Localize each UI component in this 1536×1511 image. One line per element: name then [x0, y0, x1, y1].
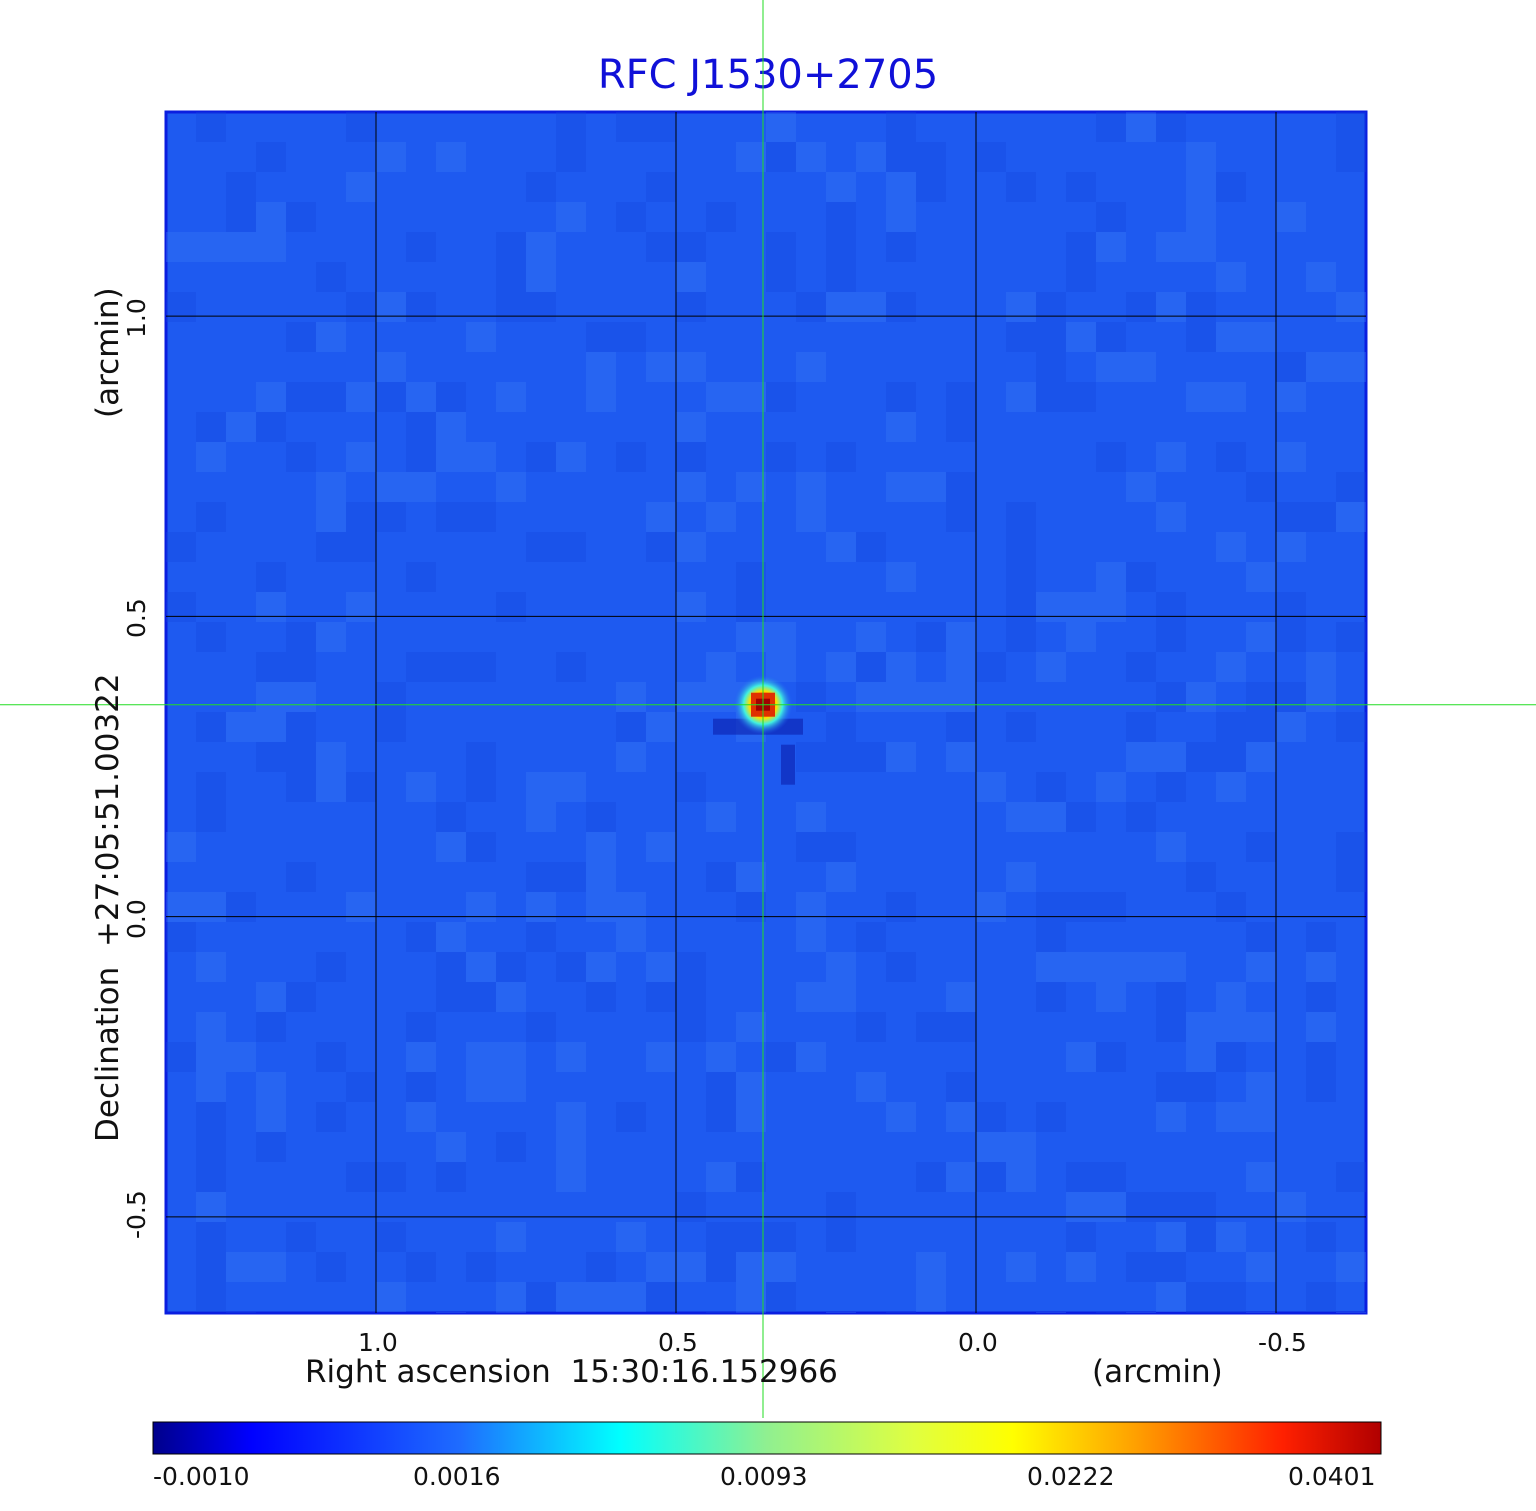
y-tick-label: 0.5	[122, 598, 151, 639]
x-axis-unit: (arcmin)	[1092, 1354, 1223, 1390]
source-sidelobe	[781, 744, 795, 785]
colorbar-tick-label: 0.0222	[1027, 1462, 1115, 1491]
colorbar-tick-label: 0.0093	[720, 1462, 808, 1491]
y-tick-label: 0.0	[122, 898, 151, 939]
x-tick-label: -0.5	[1258, 1328, 1307, 1357]
y-axis-unit: (arcmin)	[90, 287, 126, 418]
x-tick-label: 0.5	[658, 1328, 698, 1357]
x-axis-label: Right ascension 15:30:16.152966	[305, 1354, 838, 1390]
y-axis-label: Declination +27:05:51.00322	[90, 673, 126, 1142]
colorbar-tick-label: 0.0401	[1288, 1462, 1376, 1491]
x-tick-label: 0.0	[958, 1328, 998, 1357]
colorbar	[152, 1421, 1382, 1455]
y-tick-label: -0.5	[122, 1190, 151, 1239]
chart-title: RFC J1530+2705	[597, 52, 939, 98]
colorbar-tick-label: -0.0010	[153, 1462, 250, 1491]
x-tick-label: 1.0	[358, 1328, 398, 1357]
colorbar-tick-label: 0.0016	[413, 1462, 501, 1491]
y-tick-label: 1.0	[122, 298, 151, 339]
